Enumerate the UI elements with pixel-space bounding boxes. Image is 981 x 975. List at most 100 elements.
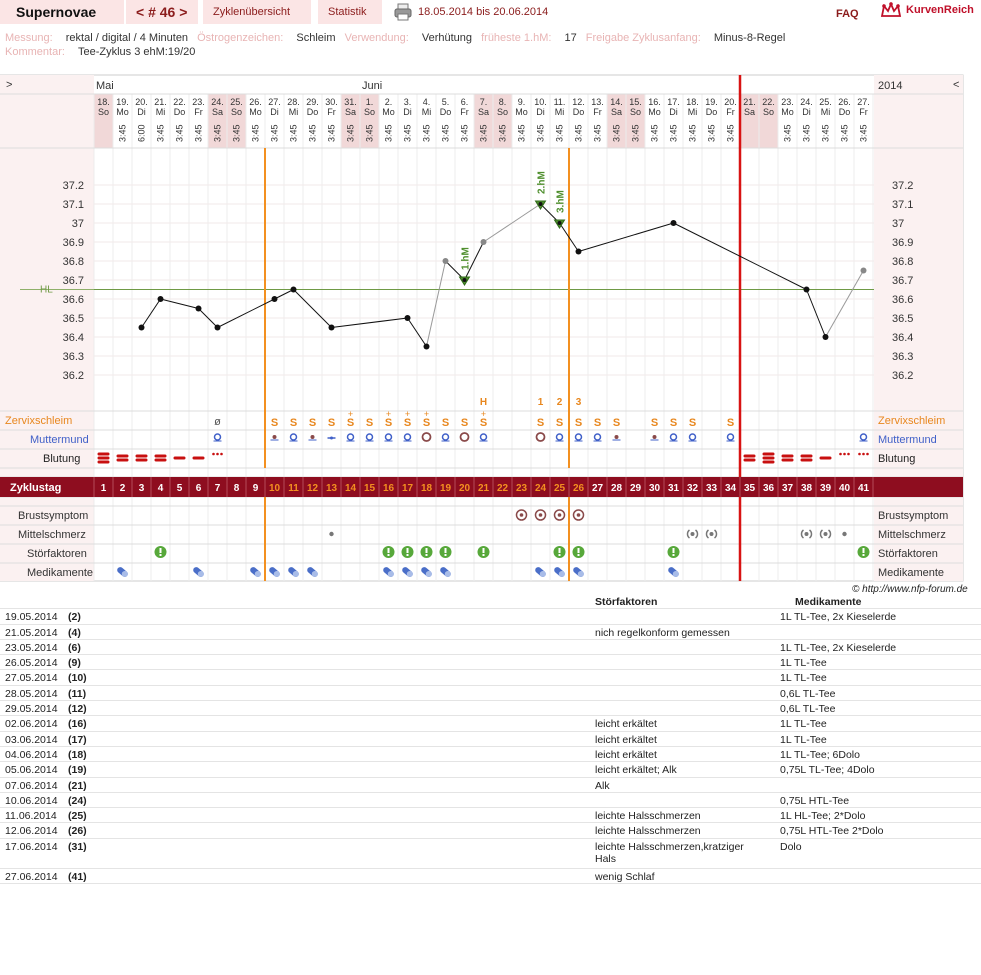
time-label: 3:45 [460, 124, 470, 142]
zyklustag-band [0, 477, 963, 497]
tab-statistik[interactable]: Statistik [318, 0, 382, 24]
cycle-day-number: 20 [459, 483, 471, 494]
date-label: 1. [366, 97, 374, 107]
date-label: 5. [442, 97, 450, 107]
mumu-dot [272, 435, 277, 439]
y-tick-left: 36.9 [63, 237, 84, 249]
tab-zyklenuebersicht[interactable]: Zyklenübersicht [203, 0, 311, 24]
pill-icon [573, 567, 584, 577]
weekday-label: Mi [688, 107, 698, 117]
date-label: 12. [572, 97, 585, 107]
date-label: 22. [173, 97, 186, 107]
temp-point [557, 221, 562, 225]
date-label: 23. [781, 97, 794, 107]
time-label: 3:45 [593, 124, 603, 142]
zervix-symbol: S [651, 417, 658, 429]
year-label: 2014 [878, 80, 902, 92]
source-credit[interactable]: © http://www.nfp-forum.de [852, 584, 968, 595]
date-label: 2. [385, 97, 393, 107]
date-label: 29. [306, 97, 319, 107]
time-label: 3:45 [270, 124, 280, 142]
tab-zyklenuebersicht-label[interactable]: Zyklenübersicht [213, 6, 291, 18]
stoer-icon-dot [159, 554, 162, 556]
row-medikamente: 1L HL-Tee; 2*Dolo [780, 810, 866, 823]
cycle-day-number: 31 [668, 483, 680, 494]
stoer-icon-bar [482, 548, 485, 553]
row-label-mumu: Muttermund [30, 434, 89, 446]
mumu-dot [652, 435, 657, 439]
cycle-day-number: 41 [858, 483, 870, 494]
weekday-label: Di [802, 107, 811, 117]
row-medikamente: 0,75L TL-Tee; 4Dolo [780, 764, 875, 777]
mumu-circle [403, 433, 412, 441]
faq-link[interactable]: FAQ [836, 8, 859, 20]
weekend-shade [208, 94, 227, 148]
weekday-label: Do [440, 107, 452, 117]
printer-icon[interactable] [393, 3, 413, 21]
row-stoerfaktoren: leichte Halsschmerzen [595, 825, 701, 838]
date-label: 13. [591, 97, 604, 107]
time-label: 3:45 [403, 124, 413, 142]
row-date: 26.05.2014 [5, 657, 58, 670]
weekend-shade [360, 94, 379, 148]
mumu-circle [726, 433, 735, 441]
weekday-label: Mi [422, 107, 432, 117]
date-label: 19. [116, 97, 129, 107]
row-medikamente: 0,75L HTL-Tee [780, 794, 850, 807]
row-label-mumu-right: Muttermund [878, 434, 937, 446]
kommentar-value: Tee-Zyklus 3 ehM:19/20 [77, 46, 196, 58]
time-label: 3:45 [251, 124, 261, 142]
pill-half [406, 570, 413, 577]
stoer-icon-bar [387, 548, 390, 553]
brust-symbol [534, 509, 547, 521]
zervix-symbol: S [442, 417, 449, 429]
row-medikamente: 0,6L TL-Tee [780, 703, 836, 716]
stoer-icon-dot [406, 554, 409, 556]
row-label-zervix-right: Zervixschleim [878, 415, 945, 427]
temp-line-segment [274, 289, 294, 300]
brust-symbol-core [576, 513, 581, 517]
row-medikamente: 0,75L HTL-Tee 2*Dolo [780, 825, 884, 838]
blutung-bar [154, 454, 167, 458]
date-label: 17. [667, 97, 680, 107]
date-label: 25. [230, 97, 243, 107]
row-label-brust: Brustsymptom [18, 510, 88, 522]
temp-point [423, 343, 430, 350]
tab-statistik-label[interactable]: Statistik [328, 6, 367, 18]
table-row: 17.06.2014 (31) leichte Halsschmerzen,krat… [0, 839, 981, 869]
time-label: 3:45 [194, 124, 204, 142]
cycle-nav[interactable]: < # 46 > [126, 0, 198, 24]
mumu-circle [859, 433, 868, 441]
time-label: 3:45 [232, 124, 242, 142]
weekday-label: Fr [726, 107, 735, 117]
pill-half [121, 570, 128, 577]
time-label: 3:45 [365, 124, 375, 142]
pill-icon [117, 567, 128, 577]
brand-name[interactable]: KurvenReich [906, 4, 974, 16]
temp-line-segment [578, 222, 674, 252]
weekend-shade [493, 94, 512, 148]
row-date: 19.05.2014 [5, 611, 58, 624]
temp-point [195, 305, 202, 312]
brust-symbol-core [557, 513, 562, 517]
blutung-bar [743, 458, 756, 462]
mumu-circle-large [459, 432, 470, 442]
temp-point [442, 258, 449, 264]
cycle-day-number: 28 [611, 483, 623, 494]
weekday-label: Do [573, 107, 585, 117]
row-date: 27.05.2014 [5, 672, 58, 685]
pill-icon [250, 567, 261, 577]
cycle-day-number: 18 [421, 483, 433, 494]
meta-line-1: Messung: rektal / digital / 4 Minuten Ös… [5, 31, 791, 45]
weekday-label: Mi [821, 107, 831, 117]
meta-line-2: Kommentar: Tee-Zyklus 3 ehM:19/20 [5, 45, 791, 59]
time-label: 3:45 [479, 124, 489, 142]
temp-point [290, 286, 297, 293]
cycle-nav-label[interactable]: < # 46 > [136, 4, 188, 20]
weekday-label: Sa [611, 107, 622, 117]
row-date: 11.06.2014 [5, 810, 57, 823]
blutung-dot [862, 452, 865, 456]
zervix-symbol: S [670, 417, 677, 429]
mumu-circle [213, 433, 222, 441]
weekday-label: Sa [345, 107, 356, 117]
